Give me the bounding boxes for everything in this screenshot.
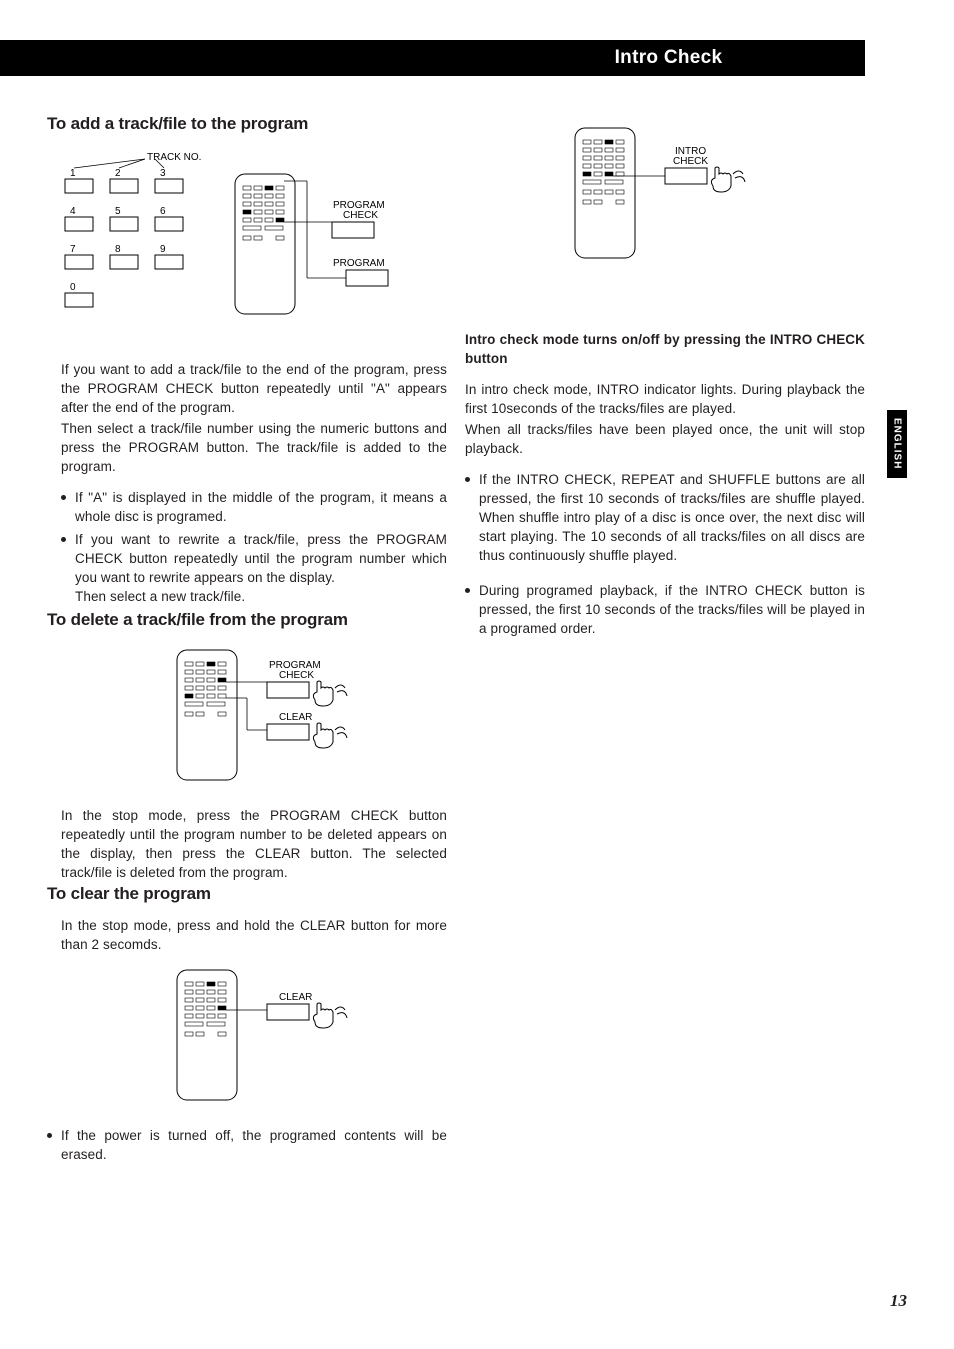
clear-program-para: In the stop mode, press and hold the CLE… bbox=[61, 916, 447, 954]
delete-track-para: In the stop mode, press the PROGRAM CHEC… bbox=[61, 806, 447, 882]
add-track-bullet-2: If you want to rewrite a track/file, pre… bbox=[61, 530, 447, 606]
svg-text:CHECK: CHECK bbox=[279, 670, 314, 681]
track-no-label: TRACK NO. bbox=[147, 152, 201, 163]
svg-text:6: 6 bbox=[160, 206, 166, 217]
diagram-add-track: TRACK NO. 1 2 3 4 5 6 7 8 9 bbox=[47, 146, 447, 346]
svg-text:0: 0 bbox=[70, 282, 76, 293]
svg-text:3: 3 bbox=[160, 168, 166, 179]
clear-program-bullets: If the power is turned off, the programe… bbox=[47, 1126, 447, 1164]
heading-add-track: To add a track/file to the program bbox=[47, 114, 447, 134]
svg-text:4: 4 bbox=[70, 206, 76, 217]
top-header-bar: Intro Check bbox=[0, 40, 865, 76]
heading-clear-program: To clear the program bbox=[47, 884, 447, 904]
svg-text:CHECK: CHECK bbox=[343, 210, 378, 221]
svg-text:1: 1 bbox=[70, 168, 76, 179]
left-column: To add a track/file to the program TRACK… bbox=[47, 114, 447, 1168]
svg-text:CLEAR: CLEAR bbox=[279, 992, 312, 1003]
top-header-right-title: Intro Check bbox=[472, 40, 865, 76]
intro-check-para2: When all tracks/files have been played o… bbox=[465, 420, 865, 458]
svg-text:2: 2 bbox=[115, 168, 121, 179]
svg-text:9: 9 bbox=[160, 244, 166, 255]
svg-text:CLEAR: CLEAR bbox=[279, 712, 312, 723]
add-track-para1: If you want to add a track/file to the e… bbox=[61, 360, 447, 417]
right-column: INTRO CHECK Intro check mode turns on/of… bbox=[465, 114, 865, 642]
intro-check-bullet-2: During programed playback, if the INTRO … bbox=[465, 581, 865, 638]
diagram-intro-check: INTRO CHECK bbox=[565, 120, 865, 270]
svg-text:8: 8 bbox=[115, 244, 121, 255]
top-header-left bbox=[0, 40, 472, 76]
diagram-delete-track: PROGRAM CHECK CLEAR bbox=[167, 642, 447, 792]
intro-check-bullet-1: If the INTRO CHECK, REPEAT and SHUFFLE b… bbox=[465, 470, 865, 565]
add-track-bullets: If "A" is displayed in the middle of the… bbox=[61, 488, 447, 606]
heading-delete-track: To delete a track/file from the program bbox=[47, 610, 447, 630]
page-root: Intro Check To add a track/file to the p… bbox=[0, 0, 954, 1349]
intro-check-bullets: If the INTRO CHECK, REPEAT and SHUFFLE b… bbox=[465, 470, 865, 638]
svg-text:CHECK: CHECK bbox=[673, 156, 708, 167]
intro-check-subhead: Intro check mode turns on/off by pressin… bbox=[465, 330, 865, 368]
add-track-para2: Then select a track/file number using th… bbox=[61, 419, 447, 476]
add-track-bullet-1: If "A" is displayed in the middle of the… bbox=[61, 488, 447, 526]
clear-program-bullet-1: If the power is turned off, the programe… bbox=[47, 1126, 447, 1164]
svg-text:5: 5 bbox=[115, 206, 121, 217]
svg-text:7: 7 bbox=[70, 244, 76, 255]
language-tab: ENGLISH bbox=[887, 410, 907, 478]
page-number: 13 bbox=[890, 1291, 907, 1311]
svg-text:PROGRAM: PROGRAM bbox=[333, 258, 385, 269]
intro-check-para1: In intro check mode, INTRO indicator lig… bbox=[465, 380, 865, 418]
diagram-clear-program: CLEAR bbox=[167, 962, 447, 1112]
